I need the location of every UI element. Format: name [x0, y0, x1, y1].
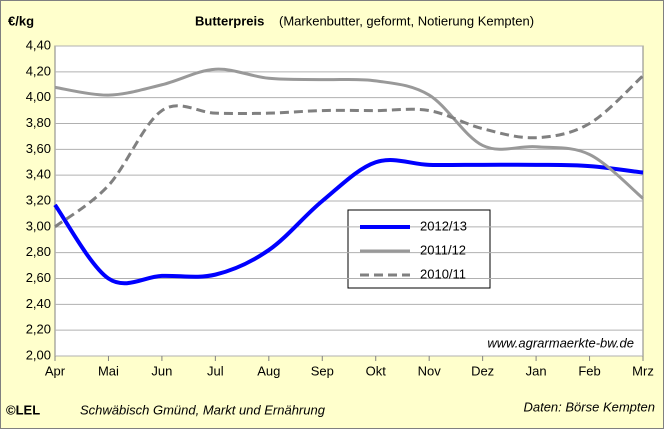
source-url: www.agrarmaerkte-bw.de [487, 335, 634, 350]
x-tick-label: Feb [578, 363, 600, 378]
y-axis-label: €/kg [8, 13, 34, 28]
legend-label: 2011/12 [420, 242, 466, 257]
legend [347, 209, 491, 289]
legend-label: 2012/13 [420, 218, 467, 233]
y-tick-label: 3,20 [26, 192, 51, 207]
x-tick-label: Okt [366, 363, 387, 378]
x-tick-label: Jul [207, 363, 224, 378]
legend-label: 2010/11 [420, 266, 466, 281]
x-tick-label: Nov [418, 363, 442, 378]
y-tick-label: 3,60 [26, 141, 51, 156]
x-tick-label: Jan [526, 363, 547, 378]
x-tick-label: Jun [151, 363, 172, 378]
x-tick-label: Aug [257, 363, 280, 378]
y-tick-label: 4,40 [26, 37, 51, 52]
x-tick-label: Mai [98, 363, 119, 378]
x-tick-label: Mrz [632, 363, 654, 378]
chart-subtitle: (Markenbutter, geformt, Notierung Kempte… [279, 13, 534, 28]
footer-right: Daten: Börse Kempten [523, 399, 655, 414]
y-tick-label: 2,00 [26, 347, 51, 362]
y-tick-label: 4,20 [26, 63, 51, 78]
y-tick-label: 2,40 [26, 296, 51, 311]
x-tick-label: Sep [311, 363, 334, 378]
series-line [54, 67, 644, 200]
footer-left: Schwäbisch Gmünd, Markt und Ernährung [80, 402, 326, 417]
y-tick-label: 3,40 [26, 167, 51, 182]
series-line [53, 158, 644, 286]
y-tick-label: 3,00 [26, 218, 51, 233]
y-tick-label: 2,60 [26, 270, 51, 285]
x-tick-label: Dez [471, 363, 494, 378]
logo: ©LEL [6, 402, 40, 417]
chart-title: Butterpreis [195, 13, 264, 28]
x-tick-label: Apr [45, 363, 66, 378]
y-tick-label: 2,80 [26, 244, 51, 259]
y-tick-label: 2,20 [26, 322, 51, 337]
y-tick-label: 4,00 [26, 89, 51, 104]
y-tick-label: 3,80 [26, 115, 51, 130]
series-line [54, 74, 645, 229]
